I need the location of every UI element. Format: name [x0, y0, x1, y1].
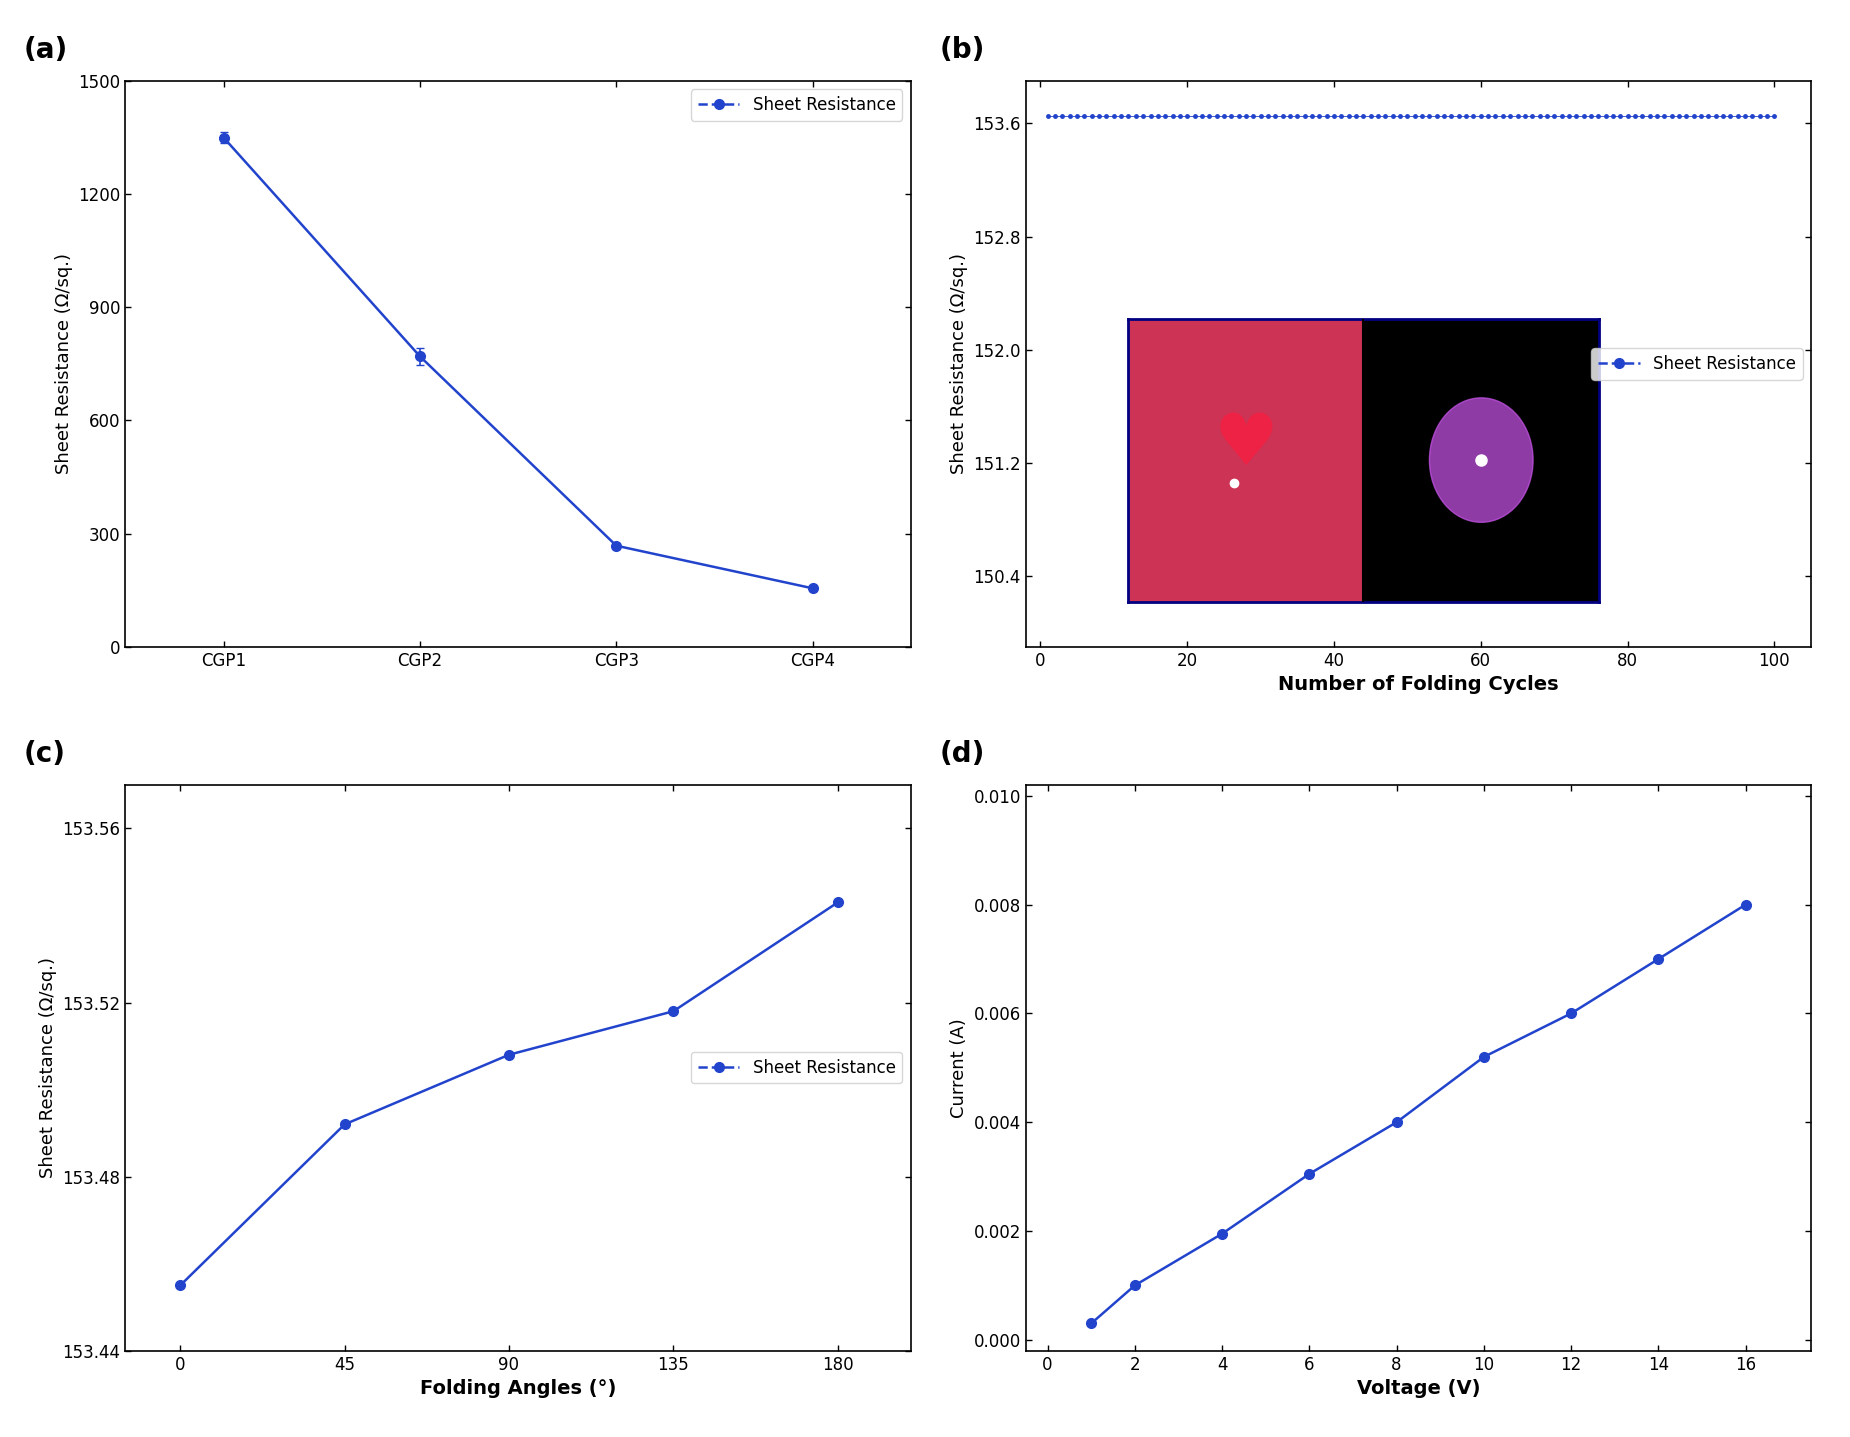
Text: (d): (d): [940, 740, 984, 769]
Text: (a): (a): [24, 36, 68, 65]
Y-axis label: Sheet Resistance (Ω/sq.): Sheet Resistance (Ω/sq.): [949, 253, 968, 474]
Text: (c): (c): [24, 740, 65, 769]
Y-axis label: Sheet Resistance (Ω/sq.): Sheet Resistance (Ω/sq.): [39, 957, 57, 1178]
Y-axis label: Sheet Resistance (Ω/sq.): Sheet Resistance (Ω/sq.): [56, 253, 72, 474]
Legend: Sheet Resistance: Sheet Resistance: [1591, 348, 1802, 379]
Text: (b): (b): [940, 36, 984, 65]
Y-axis label: Current (A): Current (A): [949, 1017, 968, 1118]
X-axis label: Folding Angles (°): Folding Angles (°): [420, 1380, 616, 1398]
Legend: Sheet Resistance: Sheet Resistance: [692, 89, 903, 121]
X-axis label: Number of Folding Cycles: Number of Folding Cycles: [1278, 675, 1560, 694]
Legend: Sheet Resistance: Sheet Resistance: [692, 1052, 903, 1083]
X-axis label: Voltage (V): Voltage (V): [1356, 1380, 1480, 1398]
